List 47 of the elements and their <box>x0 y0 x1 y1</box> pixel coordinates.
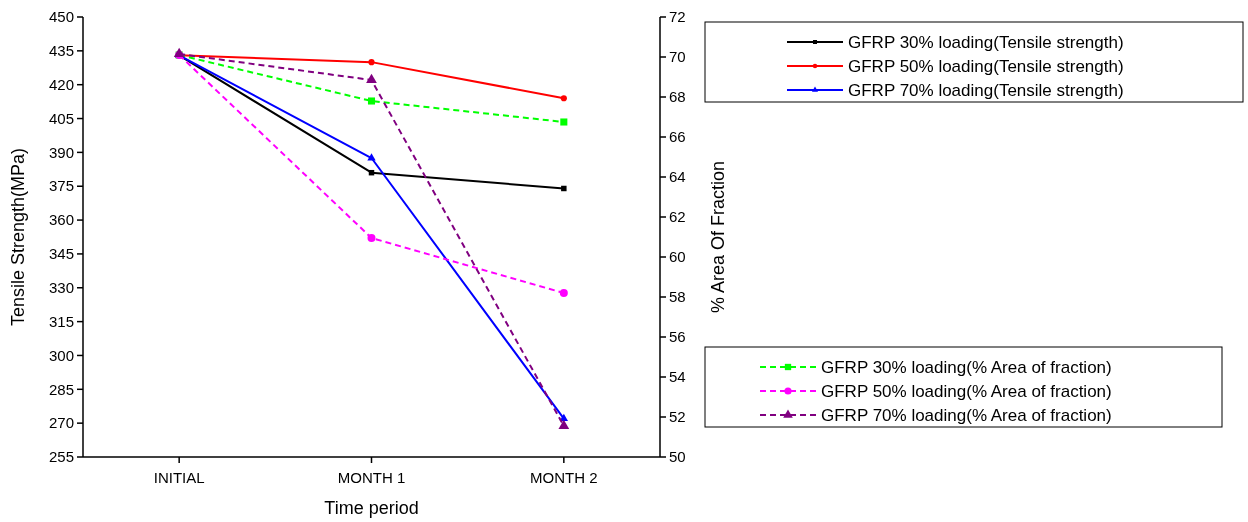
point <box>366 73 377 84</box>
y2-tick-label: 68 <box>669 88 686 106</box>
legend-label: GFRP 50% loading(Tensile strength) <box>848 56 1124 76</box>
y2-tick-label: 60 <box>669 248 686 266</box>
y-tick-label: 405 <box>48 109 74 127</box>
y-tick-label: 375 <box>48 177 74 195</box>
y2-tick-label: 70 <box>669 48 686 66</box>
x-tick-label: INITIAL <box>153 469 205 486</box>
y-tick-label: 300 <box>48 346 74 364</box>
y-tick-label: 390 <box>48 143 74 161</box>
y2-tick-label: 64 <box>669 168 686 186</box>
point <box>561 185 567 192</box>
legend-label: GFRP 70% loading(% Area of fraction) <box>821 405 1112 425</box>
y-tick-label: 435 <box>48 42 74 60</box>
y-tick-label: 315 <box>48 312 74 330</box>
legend-label: GFRP 50% loading(% Area of fraction) <box>821 381 1112 401</box>
point <box>367 97 376 105</box>
y-tick-label: 255 <box>48 448 74 466</box>
y2-tick-label: 52 <box>669 408 686 426</box>
point <box>368 59 375 66</box>
x-tick-label: MONTH 2 <box>530 469 598 486</box>
x-axis-title: Time period <box>324 498 419 518</box>
y2-tick-label: 72 <box>669 8 686 26</box>
y-tick-label: 270 <box>48 414 74 432</box>
legend-label: GFRP 30% loading(% Area of fraction) <box>821 357 1112 377</box>
point <box>560 95 567 102</box>
y2-tick-label: 56 <box>669 328 686 346</box>
y-tick-label: 420 <box>48 75 74 93</box>
legend-label: GFRP 70% loading(Tensile strength) <box>848 80 1124 100</box>
y2-tick-label: 58 <box>669 288 686 306</box>
y2-tick-label: 50 <box>669 448 686 466</box>
y-tick-label: 450 <box>48 8 74 26</box>
y2-tick-label: 62 <box>669 208 686 226</box>
y-tick-label: 360 <box>48 211 74 229</box>
y-tick-label: 345 <box>48 245 74 263</box>
point <box>558 419 570 430</box>
y-axis-title: Tensile Strength(MPa) <box>8 147 28 327</box>
x-tick-label: MONTH 1 <box>337 469 406 486</box>
y-tick-label: 285 <box>48 380 74 398</box>
y2-tick-label: 54 <box>669 368 686 386</box>
y2-tick-label: 66 <box>669 128 686 146</box>
y2-axis-title: % Area Of Fraction <box>708 160 728 314</box>
legend-label: GFRP 30% loading(Tensile strength) <box>848 32 1124 52</box>
point <box>559 289 568 297</box>
point <box>367 234 376 242</box>
y-tick-label: 330 <box>48 279 74 297</box>
point <box>560 118 568 126</box>
